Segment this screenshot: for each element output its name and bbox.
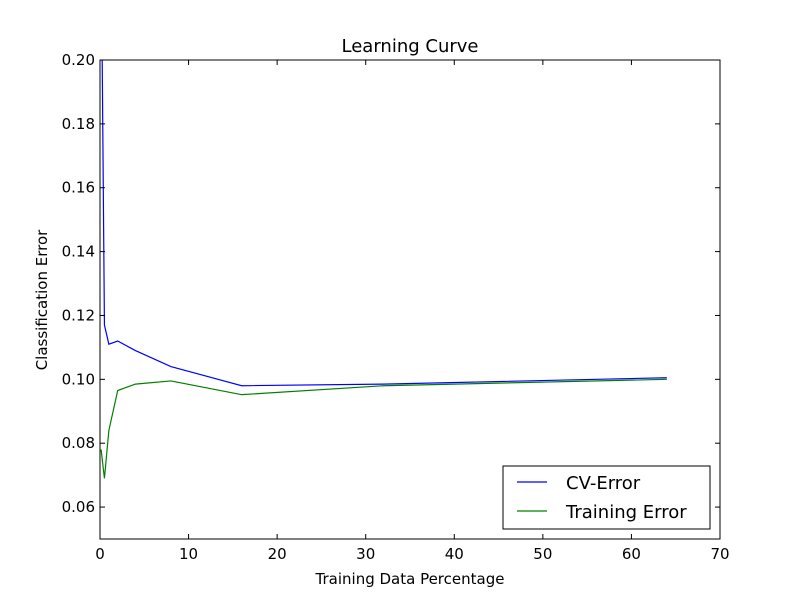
y-tick-label: 0.08: [62, 434, 95, 452]
x-tick-label: 50: [533, 545, 552, 563]
legend: CV-Error Training Error: [502, 465, 711, 530]
series-line-cv-error: [101, 60, 667, 387]
x-tick-label: 10: [179, 545, 198, 563]
legend-box: [502, 465, 711, 530]
legend-label-cv-error: CV-Error: [566, 473, 641, 494]
legend-label-training-error: Training Error: [565, 502, 687, 523]
series-layer: [100, 60, 667, 479]
plot-frame: [99, 59, 721, 540]
y-axis-label: Classification Error: [33, 229, 51, 370]
x-tick-label: 30: [356, 545, 375, 563]
y-tick-label: 0.06: [62, 498, 95, 516]
y-tick-label: 0.10: [62, 370, 95, 388]
y-tick-label: 0.16: [62, 179, 95, 197]
chart-title: Learning Curve: [342, 36, 479, 57]
x-tick-label: 70: [710, 545, 729, 563]
y-tick-label: 0.14: [62, 243, 95, 261]
y-tick-label: 0.18: [62, 115, 95, 133]
y-tick-label: 0.20: [62, 51, 95, 69]
series-line-training-error: [100, 378, 667, 479]
x-tick-label: 40: [445, 545, 464, 563]
x-tick-label: 0: [95, 545, 105, 563]
x-axis-label: Training Data Percentage: [315, 570, 505, 588]
y-tick-label: 0.12: [62, 306, 95, 324]
x-tick-label: 60: [622, 545, 641, 563]
x-tick-label: 20: [268, 545, 287, 563]
ticks-layer: 0 10 20 30 40 50 60 70 0.06 0.08 0.10 0.12 0.14 0.16 0…: [62, 51, 730, 563]
